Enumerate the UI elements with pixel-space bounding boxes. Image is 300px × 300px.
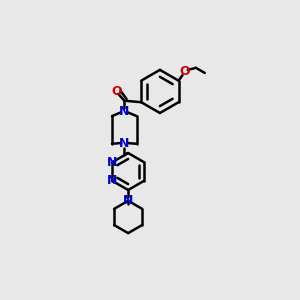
Text: N: N (107, 156, 117, 169)
Text: O: O (179, 65, 190, 78)
Text: O: O (111, 85, 122, 98)
Text: N: N (123, 194, 133, 206)
Text: N: N (107, 174, 117, 187)
Text: N: N (119, 105, 130, 118)
Text: N: N (119, 137, 130, 150)
